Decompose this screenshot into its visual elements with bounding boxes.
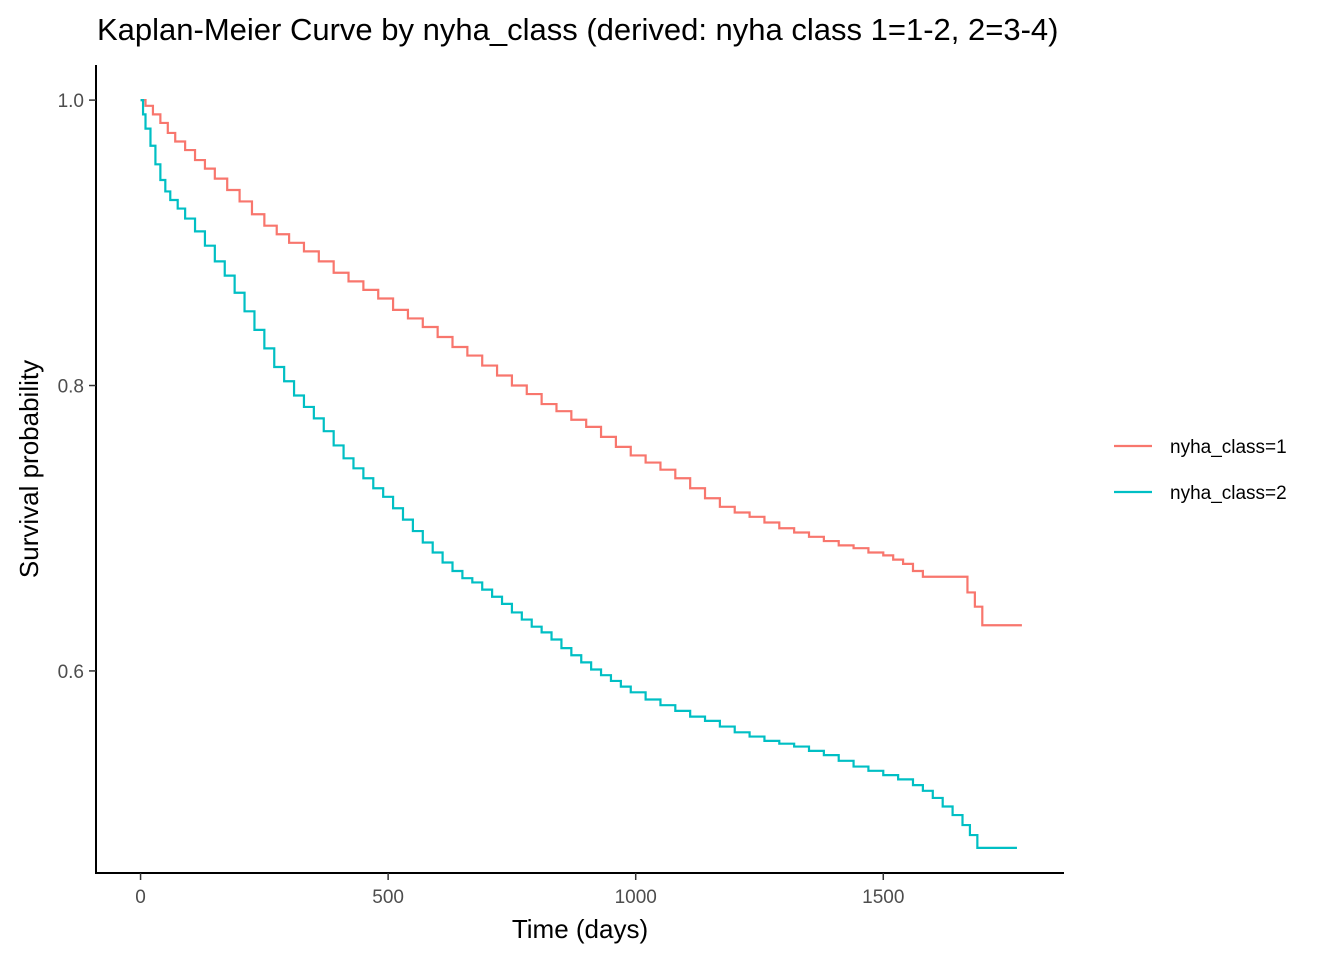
legend-label-1: nyha_class=1	[1170, 437, 1287, 458]
legend-label-2: nyha_class=2	[1170, 483, 1287, 504]
y-tick-label: 1.0	[58, 91, 84, 112]
x-tick-label: 1000	[615, 887, 657, 908]
y-tick-label: 0.8	[58, 377, 84, 398]
y-axis-label: Survival probability	[14, 360, 44, 578]
series-line-2	[140, 99, 1017, 849]
plot-panel: 0 500 1000 1500 0.6 0.8 1.0	[58, 65, 1064, 908]
chart-title: Kaplan-Meier Curve by nyha_class (derive…	[97, 12, 1058, 47]
x-tick-label: 1500	[862, 887, 904, 908]
x-axis-ticks: 0 500 1000 1500	[135, 873, 904, 908]
x-tick-label: 500	[372, 887, 404, 908]
y-tick-label: 0.6	[58, 662, 84, 683]
x-tick-label: 0	[135, 887, 146, 908]
series-layer	[140, 99, 1022, 849]
y-axis-ticks: 0.6 0.8 1.0	[58, 91, 96, 683]
legend: nyha_class=1 nyha_class=2	[1114, 437, 1287, 504]
x-axis-label: Time (days)	[512, 914, 648, 944]
series-line-1	[140, 99, 1022, 627]
